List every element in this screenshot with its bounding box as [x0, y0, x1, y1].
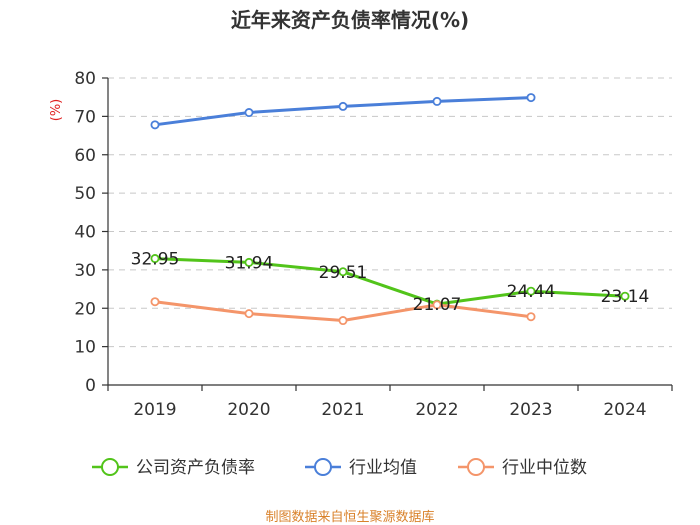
- x-tick-label: 2021: [321, 400, 364, 420]
- chart-title: 近年来资产负债率情况(%): [231, 8, 469, 32]
- y-tick-label: 30: [74, 261, 96, 281]
- legend-label: 行业中位数: [502, 458, 587, 478]
- data-point: [150, 254, 160, 264]
- data-point: [432, 300, 442, 310]
- data-point: [338, 101, 348, 111]
- legend-label: 行业均值: [349, 458, 417, 478]
- data-point: [338, 316, 348, 326]
- x-tick-label: 2019: [133, 400, 176, 420]
- data-label: 21.07: [413, 295, 462, 315]
- data-label: 29.51: [319, 263, 368, 283]
- data-point: [150, 297, 160, 307]
- legend-swatch-marker: [467, 458, 485, 476]
- y-axis-label: (%): [49, 99, 64, 122]
- legend-label: 公司资产负债率: [136, 458, 255, 478]
- data-point: [338, 267, 348, 277]
- data-point: [150, 120, 160, 130]
- axis-layer: 0 10 20 30 40 50 60 70 80 2019 2020 2021 2022 2023 202…: [74, 69, 673, 420]
- data-label: 23.14: [601, 287, 650, 307]
- data-point: [432, 96, 442, 106]
- data-label: 24.44: [507, 282, 556, 302]
- data-label: 32.95: [131, 250, 180, 270]
- data-point: [244, 257, 254, 267]
- data-point: [526, 286, 536, 296]
- series-layer: [150, 93, 630, 326]
- y-tick-label: 60: [74, 146, 96, 166]
- y-tick-label: 40: [74, 223, 96, 243]
- x-tick-label: 2022: [415, 400, 458, 420]
- y-tick-label: 80: [74, 69, 96, 89]
- data-point: [620, 291, 630, 301]
- y-tick-label: 20: [74, 299, 96, 319]
- y-tick-label: 50: [74, 184, 96, 204]
- y-tick-label: 10: [74, 338, 96, 358]
- data-point: [526, 93, 536, 103]
- x-tick-label: 2024: [603, 400, 646, 420]
- legend-swatch-marker: [314, 458, 332, 476]
- source-note: 制图数据来自恒生聚源数据库: [265, 509, 434, 525]
- series-line-0: [154, 257, 626, 306]
- data-point: [244, 108, 254, 118]
- legend-swatch-marker: [101, 458, 119, 476]
- series-line-1: [154, 96, 532, 127]
- data-point: [526, 312, 536, 322]
- legend: 公司资产负债率 行业均值 行业中位数: [92, 458, 587, 478]
- data-label: 31.94: [225, 253, 274, 273]
- x-tick-label: 2020: [227, 400, 270, 420]
- y-tick-label: 70: [74, 107, 96, 127]
- x-tick-label: 2023: [509, 400, 552, 420]
- y-tick-label: 0: [85, 376, 96, 396]
- data-label-layer: 32.95 31.94 29.51 21.07 24.44 23.14: [131, 250, 650, 316]
- data-point: [244, 309, 254, 319]
